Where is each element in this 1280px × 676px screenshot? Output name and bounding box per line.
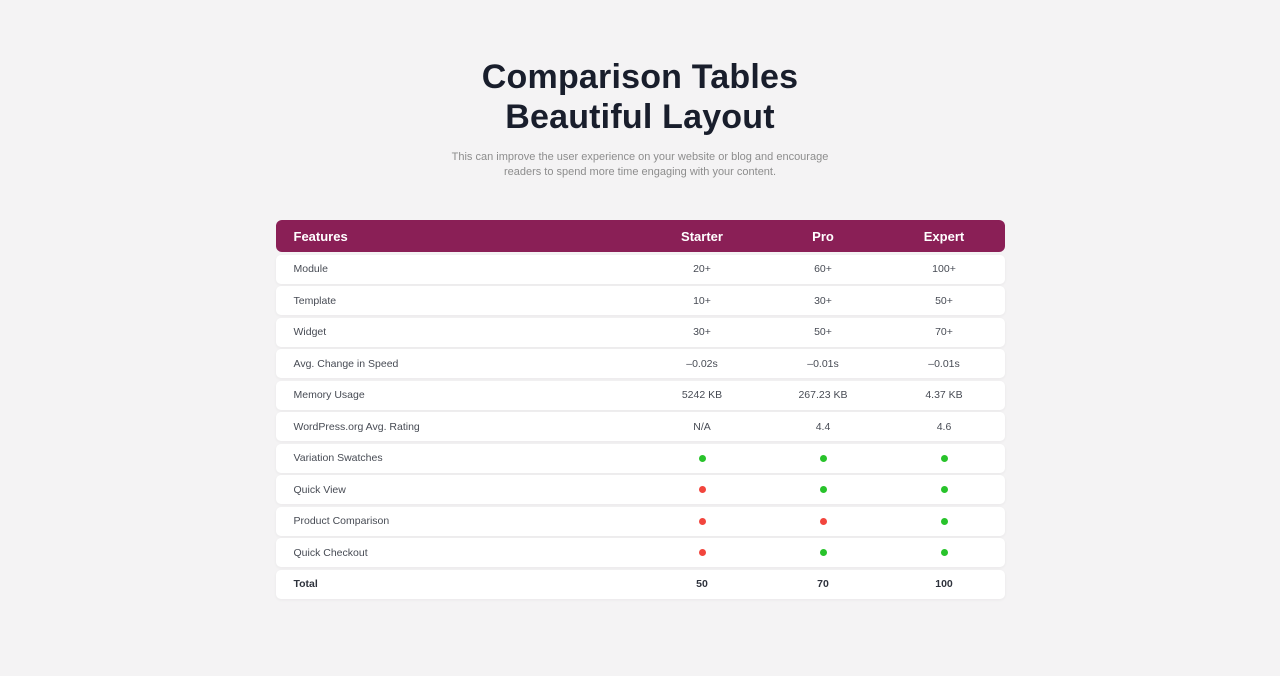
hero-section: Comparison Tables Beautiful Layout This … (0, 0, 1280, 179)
table-row: Memory Usage 5242 KB 267.23 KB 4.37 KB (275, 380, 1005, 410)
value-cell (763, 547, 884, 559)
table-row: Quick View (275, 475, 1005, 504)
status-dot-green-icon (698, 454, 706, 462)
status-dot-green-icon (819, 549, 827, 557)
value-cell: 267.23 KB (798, 389, 848, 401)
status-dot-red-icon (819, 517, 827, 525)
value-cell: 60+ (814, 263, 832, 275)
feature-label: Template (293, 294, 337, 307)
value-cell (763, 452, 884, 464)
table-row: Avg. Change in Speed –0.02s –0.01s –0.01s (275, 349, 1005, 378)
status-dot-green-icon (940, 454, 948, 462)
feature-label: Quick View (293, 483, 346, 496)
value-cell: 70 (817, 578, 829, 590)
feature-label: Memory Usage (293, 389, 365, 401)
status-dot-red-icon (698, 549, 706, 557)
table-row: Total 50 70 100 (275, 569, 1005, 599)
feature-label: Product Comparison (293, 515, 390, 527)
value-cell (642, 452, 763, 464)
table-row: Variation Swatches (275, 443, 1005, 473)
feature-label: Quick Checkout (293, 546, 368, 559)
table-header-row: Features Starter Pro Expert (275, 220, 1005, 252)
value-cell: 50 (696, 578, 708, 590)
status-dot-red-icon (698, 486, 706, 494)
page-subtitle: This can improve the user experience on … (451, 151, 829, 178)
value-cell: 4.37 KB (925, 389, 963, 401)
value-cell: 100 (935, 578, 953, 590)
value-cell: 100+ (932, 263, 956, 275)
feature-label: Widget (293, 326, 327, 338)
table-row: Quick Checkout (275, 538, 1005, 567)
value-cell: 50+ (935, 294, 953, 307)
table-row: WordPress.org Avg. Rating N/A 4.4 4.6 (275, 412, 1005, 441)
value-cell (642, 484, 763, 496)
feature-label: Avg. Change in Speed (293, 357, 399, 370)
value-cell: 5242 KB (681, 389, 723, 401)
table-row: Template 10+ 30+ 50+ (275, 286, 1005, 315)
value-cell: 30+ (693, 326, 711, 338)
feature-label: WordPress.org Avg. Rating (293, 420, 420, 433)
value-cell (884, 452, 1005, 464)
value-cell (642, 515, 763, 527)
status-dot-green-icon (940, 486, 948, 494)
value-cell: N/A (693, 420, 711, 433)
value-cell: 30+ (814, 294, 832, 307)
table-row: Product Comparison (275, 506, 1005, 536)
page-title: Comparison Tables Beautiful Layout (0, 57, 1280, 137)
status-dot-green-icon (940, 549, 948, 557)
page-title-line-1: Comparison Tables (481, 58, 799, 96)
column-header-pro: Pro (812, 228, 834, 244)
status-dot-red-icon (698, 517, 706, 525)
status-dot-green-icon (819, 486, 827, 494)
status-dot-green-icon (940, 517, 948, 525)
value-cell: 10+ (693, 294, 711, 307)
value-cell (763, 484, 884, 496)
value-cell: 50+ (814, 326, 832, 338)
value-cell: 4.4 (815, 420, 831, 433)
value-cell (642, 547, 763, 559)
value-cell (763, 515, 884, 527)
column-header-features: Features (293, 228, 348, 244)
value-cell: 20+ (693, 263, 711, 275)
value-cell (884, 547, 1005, 559)
status-dot-green-icon (819, 454, 827, 462)
value-cell: –0.01s (807, 357, 839, 370)
table-row: Module 20+ 60+ 100+ (275, 254, 1005, 284)
column-header-expert: Expert (923, 228, 965, 244)
page-title-line-2: Beautiful Layout (505, 98, 775, 136)
value-cell: 4.6 (936, 420, 952, 433)
comparison-table: Features Starter Pro Expert Module 20+ 60+… (275, 220, 1005, 599)
value-cell: 70+ (935, 326, 953, 338)
feature-label: Module (293, 263, 328, 275)
table-row: Widget 30+ 50+ 70+ (275, 317, 1005, 347)
value-cell (884, 515, 1005, 527)
value-cell: –0.01s (928, 357, 960, 370)
feature-label: Variation Swatches (293, 452, 383, 464)
feature-label: Total (293, 578, 318, 590)
value-cell (884, 484, 1005, 496)
value-cell: –0.02s (686, 357, 718, 370)
column-header-starter: Starter (681, 228, 723, 244)
